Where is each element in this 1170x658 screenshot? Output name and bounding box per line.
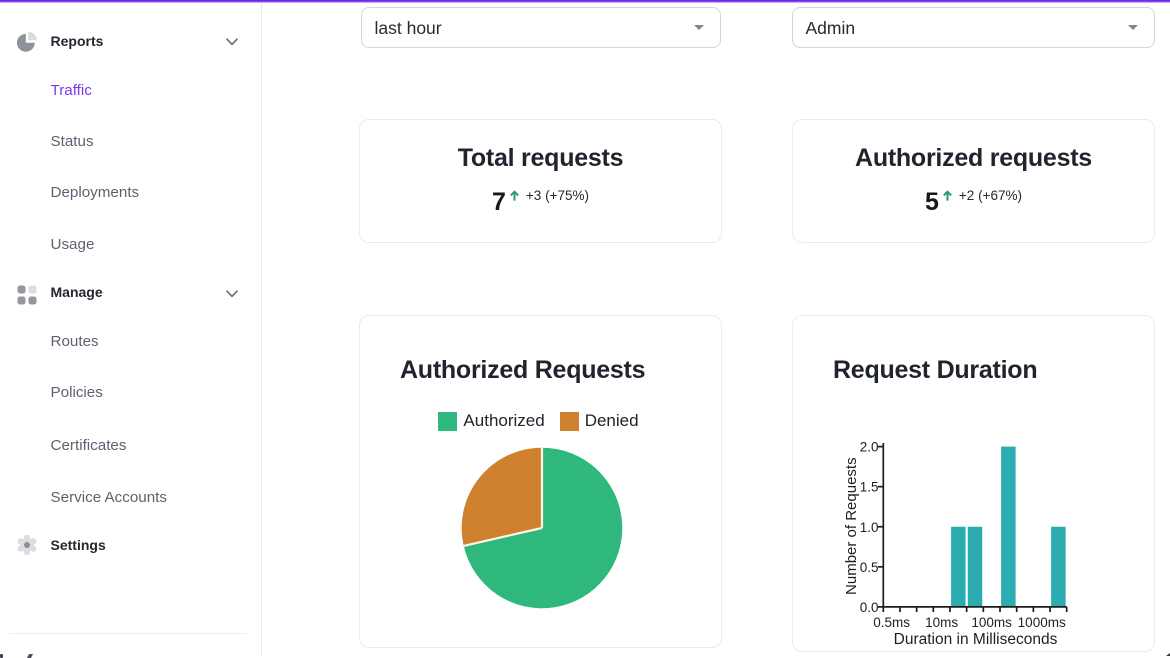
svg-text:100ms: 100ms (971, 615, 1012, 630)
svg-text:1.5: 1.5 (860, 480, 879, 495)
svg-text:10ms: 10ms (925, 615, 958, 630)
svg-text:1000ms: 1000ms (1018, 615, 1066, 630)
svg-text:Duration in Milliseconds: Duration in Milliseconds (894, 631, 1058, 648)
svg-text:0.5: 0.5 (860, 560, 879, 575)
svg-text:0.0: 0.0 (860, 600, 879, 615)
svg-text:Number of Requests: Number of Requests (843, 457, 860, 595)
svg-text:2.0: 2.0 (860, 440, 879, 455)
svg-text:0.5ms: 0.5ms (873, 615, 910, 630)
svg-text:1.0: 1.0 (860, 520, 879, 535)
